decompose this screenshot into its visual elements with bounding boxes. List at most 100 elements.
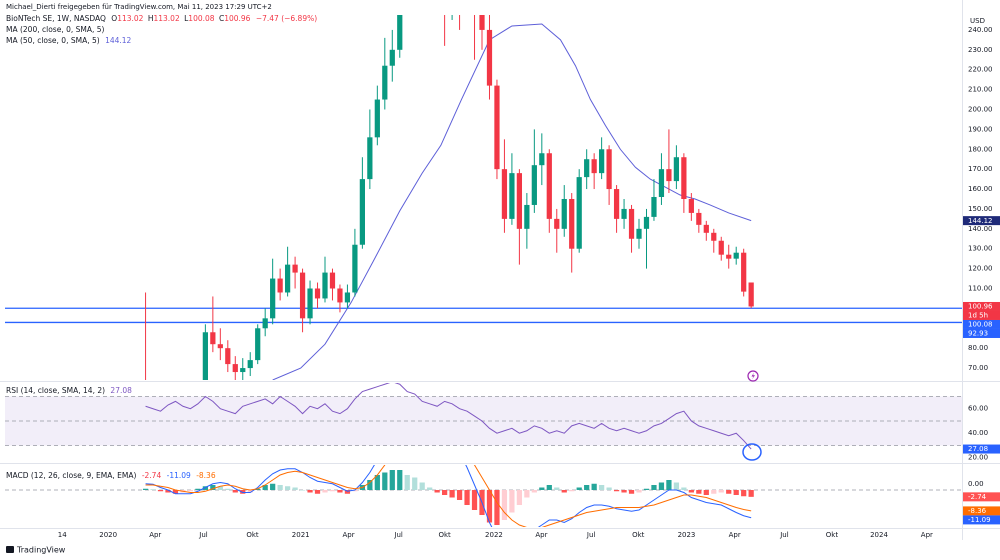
candle-body	[270, 278, 276, 319]
histogram-bar	[584, 485, 590, 490]
ohlc-value: 100.96	[224, 14, 250, 23]
histogram-bar	[748, 490, 754, 497]
axes: 14 2020 Apr Jul Okt 2021 Apr Jul Okt 2022 Apr Jul Ok…	[58, 26, 1000, 539]
x-tick-label: Okt	[438, 531, 451, 539]
moving-average-line	[272, 23, 752, 380]
histogram-bar	[741, 490, 747, 497]
candle-body	[628, 208, 635, 239]
histogram-bar	[471, 490, 478, 510]
y-tick-label: 210.00	[968, 86, 993, 94]
histogram-bar	[494, 490, 500, 525]
currency-bg	[963, 15, 1000, 27]
candle-body	[210, 332, 216, 345]
y-tick-label: 150.00	[968, 205, 993, 213]
macd-signal-value: -8.36	[196, 471, 216, 480]
y-tick-label: 20.00	[968, 454, 988, 462]
legend-ohlc: BioNTech SE, 1W, NASDAQ O113.02 H113.02 …	[6, 14, 317, 23]
candle-body	[255, 328, 261, 361]
x-tick-label: Apr	[729, 531, 741, 539]
histogram-bar	[658, 482, 665, 490]
candle-body	[516, 173, 523, 229]
histogram-bar	[352, 490, 358, 492]
candle-body	[636, 228, 642, 239]
histogram-bar	[576, 487, 582, 490]
candle-body	[501, 169, 508, 219]
ohlc-value: 100.08	[188, 14, 214, 23]
price-badge-label: -11.09	[968, 516, 991, 524]
candle-body	[389, 49, 395, 66]
y-tick-label: 60.00	[968, 405, 988, 413]
price-badge	[963, 492, 1000, 502]
macd-legend: MACD (12, 26, close, 9, EMA, EMA) -2.74 …	[6, 471, 216, 480]
histogram-bar	[606, 487, 612, 490]
candle-body	[217, 344, 223, 349]
ohlc-prefix: C	[219, 14, 224, 23]
symbol: BioNTech SE, 1W, NASDAQ	[6, 14, 106, 23]
candle-body	[606, 149, 612, 190]
footer-brand: TradingView	[16, 546, 66, 555]
histogram-bar	[404, 475, 410, 490]
candle-body	[232, 364, 238, 373]
candle-body	[726, 254, 732, 259]
histogram-bar	[546, 485, 552, 490]
histogram-bar	[427, 487, 433, 490]
y-tick-label: 220.00	[968, 66, 993, 74]
histogram-bar	[531, 490, 537, 493]
histogram-bar	[142, 488, 149, 490]
histogram-bar	[673, 482, 680, 490]
histogram-bar	[150, 489, 156, 490]
ma50-name: MA (50, close, 0, SMA, 5)	[6, 36, 100, 45]
price-badge	[963, 515, 1000, 525]
price-badge	[963, 301, 1000, 311]
candle-body	[337, 288, 343, 303]
ma200-legend: MA (200, close, 0, SMA, 5)	[6, 25, 105, 34]
price-badge	[963, 328, 1000, 338]
candle-body	[494, 85, 500, 170]
histogram-bar	[419, 482, 425, 490]
candle-body	[643, 216, 650, 229]
histogram-bar	[157, 490, 164, 492]
histogram-bar	[412, 477, 418, 490]
candle-body	[688, 198, 694, 213]
histogram-bar	[172, 490, 179, 494]
y-tick-label: 0.00	[968, 480, 984, 488]
histogram-bar	[733, 490, 739, 495]
candle-body	[599, 149, 605, 174]
histogram-bar	[225, 488, 231, 490]
ma50-value: 144.12	[105, 36, 131, 45]
macd-line	[145, 465, 752, 527]
histogram-bar	[524, 490, 530, 498]
histogram-bar	[307, 490, 313, 493]
candle-body	[733, 252, 739, 259]
x-tick-label: Jul	[779, 531, 789, 539]
price-badge-label: 27.08	[968, 445, 988, 453]
rsi-legend: RSI (14, close, SMA, 14, 2) 27.08	[6, 386, 132, 395]
y-tick-label: 160.00	[968, 185, 993, 193]
candle-body	[486, 29, 493, 86]
histogram-bar	[442, 490, 448, 495]
ohlc-prefix: L	[184, 14, 189, 23]
histogram-bar	[561, 490, 567, 493]
x-tick-label: 14	[58, 531, 67, 539]
histogram-bar	[688, 490, 694, 493]
x-tick-label: Apr	[535, 531, 547, 539]
histogram-bar	[501, 490, 508, 520]
candle-body	[673, 157, 680, 182]
candle-body	[561, 198, 567, 229]
histogram-bar	[554, 487, 560, 490]
candle-body	[277, 278, 283, 293]
histogram-bar	[329, 490, 336, 492]
price-badge	[963, 310, 1000, 320]
histogram-bar	[681, 487, 687, 490]
candle-body	[584, 159, 590, 178]
x-tick-label: Okt	[632, 531, 645, 539]
histogram-bar	[202, 486, 208, 490]
candle-body	[621, 208, 627, 219]
histogram-bar	[696, 490, 702, 494]
alert-icon	[747, 370, 759, 382]
candle-body	[284, 264, 291, 293]
macd-line-value: -11.09	[167, 471, 191, 480]
histogram-bar	[434, 490, 440, 493]
candle-body	[307, 288, 313, 319]
